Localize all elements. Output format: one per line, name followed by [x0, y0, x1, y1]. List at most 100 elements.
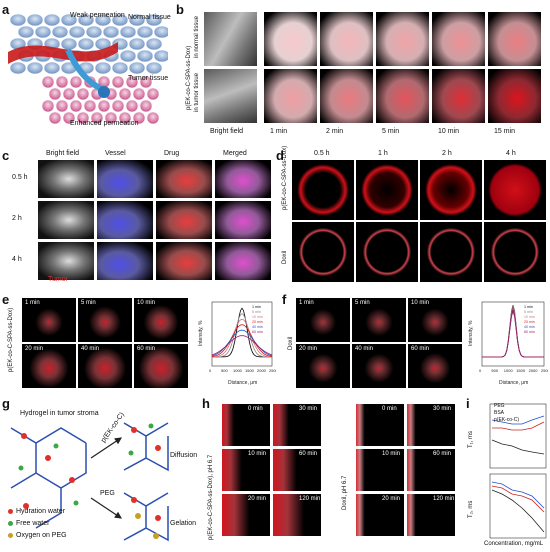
panel-h-left-tile [273, 449, 321, 491]
panel-g-diagram [6, 418, 196, 550]
x-tick-label: 2000 [257, 368, 267, 373]
panel-e-tile [134, 344, 188, 388]
panel-a-label: a [2, 2, 10, 17]
panel-e-tile [22, 344, 76, 388]
panel-i-y1-label: T₁, ms [468, 430, 474, 448]
x-tick-label: 1500 [516, 368, 526, 373]
panel-b-tile [320, 69, 373, 123]
panel-b-tile [204, 12, 257, 66]
panel-h-right-time-label: 20 min [382, 496, 401, 502]
panel-f-time-label: 10 min [411, 300, 430, 306]
panel-d-col-label: 0.5 h [314, 150, 330, 157]
series-line-5 [482, 309, 544, 358]
panel-f-side-label: Doxil [288, 336, 294, 350]
legend-oxygen-on-peg: Oxygen on PEG [16, 532, 67, 539]
panel-c-col-label: Drug [164, 150, 180, 157]
panel-b-tile [432, 12, 485, 66]
hydration-water-marker [8, 509, 13, 514]
panel-b-col-label: 1 min [270, 128, 288, 135]
panel-f-label: f [282, 292, 287, 307]
panel-e-tile [78, 344, 132, 388]
panel-c-tile [97, 242, 153, 280]
panel-i-xlabel: Concentration, mg/mL [484, 541, 544, 547]
panel-f-tile [408, 344, 462, 388]
legend-entry-0: 1 min [524, 305, 533, 309]
panel-e-tile [22, 298, 76, 342]
panel-c-tile [97, 201, 153, 239]
legend-free-water: Free water [16, 520, 50, 527]
legend-entry-4: 40 min [524, 325, 535, 329]
legend-entry-4: 40 min [252, 325, 263, 329]
series-line-2 [212, 318, 272, 358]
legend-p-ek-co-c: p(EK-co-C) [494, 417, 520, 423]
panel-b-label: b [176, 2, 184, 17]
panel-d-col-label: 2 h [442, 150, 452, 157]
panel-h-right-time-label: 30 min [433, 406, 452, 412]
panel-d-row1-label: p(EK-co-C-SPA-ss-Dox) [282, 145, 288, 210]
panel-d-tile [484, 222, 546, 282]
panel-c-tile [156, 242, 212, 280]
panel-b-col-label: Bright field [210, 128, 244, 135]
panel-c-tile [38, 201, 94, 239]
legend-entry-2: 10 min [252, 315, 263, 319]
panel-e-time-label: 5 min [81, 300, 96, 306]
series-line-5 [211, 335, 273, 356]
panel-d-tile [356, 160, 418, 220]
legend-hydration-water: Hydration water [16, 508, 66, 515]
panel-c-col-label: Vessel [105, 150, 126, 157]
panel-h-side2-label: Doxil, pH 6.7 [342, 475, 348, 510]
panel-b-col-label: 2 min [326, 128, 344, 135]
panel-d-label: d [276, 148, 284, 163]
panel-c-tile [215, 201, 271, 239]
panel-b-tile [488, 12, 541, 66]
panel-c-col-label: Bright field [46, 150, 80, 157]
panel-d-tile [356, 222, 418, 282]
panel-i-label: i [466, 396, 470, 411]
panel-e-tile [134, 298, 188, 342]
panel-c-col-label: Merged [223, 150, 247, 157]
x-tick-label: 0 [209, 368, 212, 373]
legend-entry-1: 5 min [524, 310, 533, 314]
panel-e-tile [78, 298, 132, 342]
panel-b-tile [432, 69, 485, 123]
panel-b-side-label: p(EK-co-C-SPA-ss-Dox) [186, 45, 192, 110]
legend-entry-5: 60 min [524, 330, 535, 334]
panel-d-row2-label: Doxil [282, 250, 288, 264]
weak-permeation-text: Weak permeation [70, 12, 125, 19]
panel-h-right-time-label: 10 min [382, 451, 401, 457]
panel-e-time-label: 1 min [25, 300, 40, 306]
legend-entry-0: 1 min [252, 305, 261, 309]
panel-e-time-label: 20 min [25, 346, 44, 352]
series-line-1 [212, 313, 272, 358]
x-axis-label: Distance, μm [499, 380, 528, 386]
panel-f-time-label: 40 min [355, 346, 374, 352]
panel-f-tile [296, 344, 350, 388]
panel-h-left-tile [222, 494, 270, 536]
tumor-tissue-text: Tumor tissue [128, 75, 169, 82]
panel-d-tile [484, 160, 546, 220]
panel-i-chart [489, 403, 547, 539]
panel-f-time-label: 5 min [355, 300, 370, 306]
panel-h-right-tile [356, 449, 404, 491]
panel-f-tile [352, 298, 406, 342]
panel-f-time-label: 1 min [299, 300, 314, 306]
x-tick-label: 1500 [245, 368, 255, 373]
x-tick-label: 2500 [269, 368, 276, 373]
y-axis-label: Intensity, % [468, 320, 474, 346]
panel-e-label: e [2, 292, 10, 307]
panel-e-time-label: 10 min [137, 300, 156, 306]
panel-d-tile [420, 222, 482, 282]
panel-b-col-label: 5 min [382, 128, 400, 135]
gelation-label: Gelation [170, 520, 197, 527]
panel-b-row2-label: in tumor tissue [194, 72, 200, 112]
panel-b-col-label: 10 min [438, 128, 460, 135]
panel-d-tile [292, 160, 354, 220]
legend-entry-1: 5 min [252, 310, 261, 314]
x-tick-label: 1000 [504, 368, 514, 373]
panel-h-left-time-label: 60 min [299, 451, 318, 457]
panel-h-left-time-label: 0 min [248, 406, 263, 412]
panel-d-tile [420, 160, 482, 220]
x-tick-label: 500 [491, 368, 498, 373]
